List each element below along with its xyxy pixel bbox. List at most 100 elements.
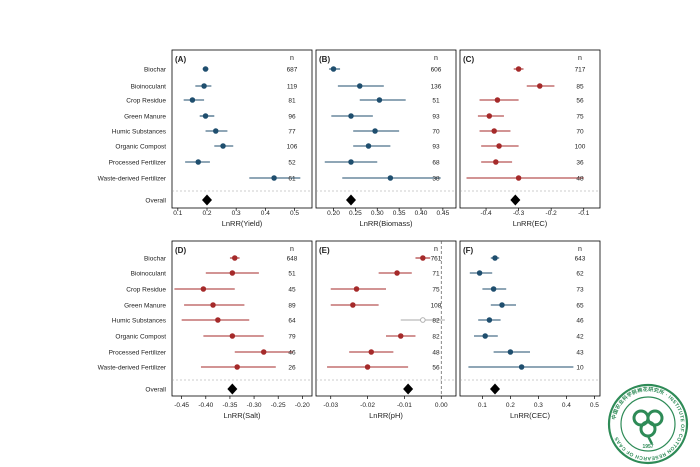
n-value-2: 45 (288, 287, 296, 294)
point-estimate-6 (260, 349, 267, 355)
point-estimate-2 (189, 97, 196, 103)
x-tick-label: 0.5 (590, 402, 599, 409)
row-label-1: Bioinoculant (131, 271, 167, 278)
row-label-5: Organic Compost (115, 144, 166, 151)
n-value-6: 52 (288, 160, 296, 167)
point-estimate-3 (202, 113, 209, 119)
panel-b: (B) n 606 136 51 93 70 93 68 38 0.20 0.25 0.30 0.35 0.… (315, 49, 457, 228)
overall-diamond (490, 383, 500, 395)
n-value-3: 93 (432, 114, 440, 121)
point-estimate-3 (350, 302, 356, 308)
n-value-0: 643 (575, 256, 586, 263)
point-estimate-6 (195, 159, 201, 165)
seal-inner-ring (620, 396, 676, 452)
point-estimate-5 (496, 143, 502, 149)
point-estimate-1 (229, 270, 236, 276)
n-value-1: 85 (576, 84, 584, 91)
point-estimate-2 (200, 286, 207, 292)
point-estimate-3 (486, 113, 493, 119)
point-estimate-2 (490, 286, 497, 292)
x-tick-label: 0.25 (349, 210, 362, 217)
n-value-1: 62 (576, 271, 584, 278)
seal-year: 1957 (642, 444, 653, 450)
panel-label: (C) (463, 55, 474, 64)
n-value-5: 82 (432, 334, 440, 341)
point-estimate-2 (376, 97, 383, 103)
n-value-0: 717 (575, 67, 586, 74)
panel-frame (459, 240, 601, 397)
n-value-7: 10 (576, 365, 584, 372)
x-tick-label: -0.25 (271, 402, 286, 409)
point-estimate-1 (357, 83, 363, 89)
cotton-emblem-icon (632, 409, 664, 445)
point-estimate-6 (368, 349, 375, 355)
point-estimate-0 (232, 255, 238, 261)
n-value-5: 42 (576, 334, 584, 341)
n-value-7: 61 (288, 176, 296, 183)
point-estimate-3 (348, 113, 354, 119)
x-tick-label: 0.2 (506, 402, 515, 409)
n-value-0: 648 (287, 256, 298, 263)
overall-diamond (346, 194, 356, 206)
point-estimate-4 (372, 128, 378, 134)
point-estimate-6 (493, 159, 499, 165)
point-estimate-2 (494, 97, 501, 103)
row-label-3: Green Manure (124, 114, 166, 121)
x-tick-label: -0.4 (480, 210, 492, 217)
n-value-6: 48 (432, 350, 440, 357)
row-label-7: Waste-derived Fertilizer (98, 176, 167, 183)
row-label-0: Biochar (144, 67, 167, 74)
x-axis-label: LnRR(Salt) (223, 411, 261, 420)
x-tick-label: 0.35 (393, 210, 406, 217)
n-value-4: 46 (576, 318, 584, 325)
point-estimate-5 (397, 333, 404, 339)
overall-diamond (403, 383, 414, 395)
x-tick-label: -0.35 (223, 402, 238, 409)
n-header: n (578, 246, 582, 253)
point-estimate-3 (210, 302, 216, 308)
row-label-6: Processed Fertilizer (109, 160, 167, 167)
point-estimate-1 (201, 83, 207, 89)
n-value-3: 75 (576, 114, 584, 121)
n-value-3: 108 (431, 303, 442, 310)
overall-row-label: Overall (145, 198, 166, 205)
panel-frame (171, 240, 313, 397)
emblem-stem (646, 435, 654, 445)
x-tick-label: 0.1 (173, 210, 182, 217)
point-estimate-4 (420, 317, 426, 323)
point-estimate-3 (499, 302, 505, 308)
x-tick-label: -0.45 (174, 402, 189, 409)
n-value-4: 70 (432, 129, 440, 136)
n-value-1: 119 (287, 84, 298, 91)
n-value-4: 70 (576, 129, 584, 136)
x-tick-label: 0.4 (261, 210, 270, 217)
x-tick-label: 0.20 (327, 210, 340, 217)
n-header: n (434, 246, 438, 253)
x-tick-label: -0.20 (295, 402, 310, 409)
n-value-5: 79 (288, 334, 296, 341)
x-axis-label: LnRR(EC) (513, 219, 548, 228)
x-tick-label: -0.03 (323, 402, 338, 409)
point-estimate-0 (515, 66, 522, 72)
x-tick-label: 0.2 (202, 210, 211, 217)
n-header: n (434, 55, 438, 62)
row-label-4: Humic Substances (112, 129, 167, 136)
x-tick-label: 0.1 (478, 402, 487, 409)
n-value-5: 93 (432, 144, 440, 151)
n-value-7: 48 (576, 176, 584, 183)
n-value-6: 36 (576, 160, 584, 167)
n-value-1: 51 (288, 271, 296, 278)
panel-f: (F) n 643 62 73 65 46 42 43 10 0.1 0.2 0.3 0.4 0.5 LnRR… (459, 240, 601, 420)
x-tick-label: -0.01 (397, 402, 412, 409)
n-value-2: 56 (576, 98, 584, 105)
point-estimate-7 (271, 175, 277, 181)
n-value-6: 68 (432, 160, 440, 167)
x-tick-label: 0.30 (371, 210, 384, 217)
row-label-5: Organic Compost (115, 334, 166, 341)
point-estimate-1 (537, 83, 543, 89)
panel-frame (315, 49, 457, 209)
institute-seal: 中国农业科学院棉花研究所 · INSTITUTE OF COTTON RESEA… (607, 383, 689, 465)
x-tick-label: 0.3 (232, 210, 241, 217)
x-tick-label: 0.40 (415, 210, 428, 217)
n-value-6: 46 (288, 350, 296, 357)
